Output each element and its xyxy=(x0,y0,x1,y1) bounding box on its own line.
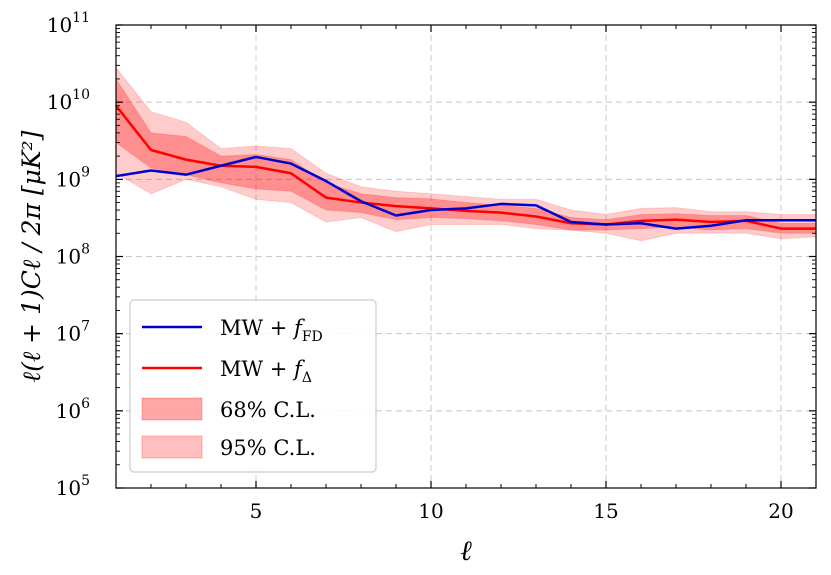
tick-labels: 5 10 15 20 105 106 107 108 109 1010 1011 xyxy=(47,10,794,523)
legend-box xyxy=(129,299,377,473)
y-tick-label: 108 xyxy=(56,242,90,269)
series-line-fd xyxy=(115,155,816,230)
x-axis-title: ℓ xyxy=(460,534,472,567)
legend-label-68: 68% C.L. xyxy=(220,398,316,422)
y-tick-label: 109 xyxy=(56,164,90,191)
x-tick-label: 20 xyxy=(768,499,793,523)
y-tick-label: 1010 xyxy=(47,87,90,114)
x-tick-label: 5 xyxy=(250,499,263,523)
series-line-delta xyxy=(115,104,816,230)
y-tick-label: 107 xyxy=(56,319,90,346)
y-tick-label: 105 xyxy=(56,473,90,500)
x-tick-label: 15 xyxy=(593,499,618,523)
legend-label-fd: MW + fFD xyxy=(220,316,323,345)
series-lines xyxy=(115,104,816,230)
y-tick-label: 1011 xyxy=(47,10,90,37)
axis-ticks xyxy=(115,24,817,489)
legend-swatch-95 xyxy=(141,435,203,459)
legend-swatch-68 xyxy=(141,397,203,421)
grid xyxy=(116,25,816,488)
x-tick-label: 10 xyxy=(418,499,443,523)
legend: MW + fFD MW + fΔ 68% C.L. 95% C.L. xyxy=(129,299,377,473)
y-tick-label: 106 xyxy=(56,396,90,423)
legend-label-95: 95% C.L. xyxy=(220,436,316,460)
y-axis-title: ℓ(ℓ + 1)Cℓ / 2π [μK²] xyxy=(17,130,46,382)
legend-label-delta: MW + fΔ xyxy=(220,357,312,386)
